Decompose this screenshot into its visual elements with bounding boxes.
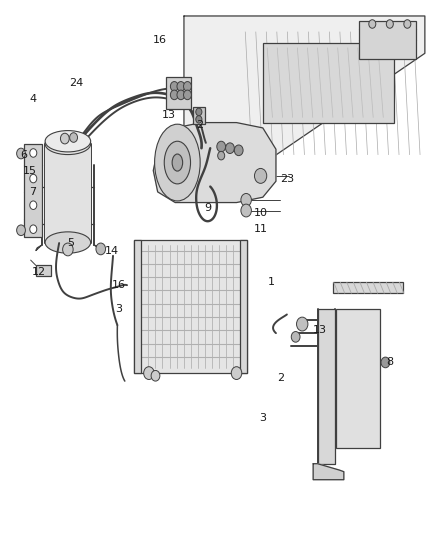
Circle shape (241, 193, 251, 206)
Bar (263, 43, 394, 123)
Circle shape (369, 20, 376, 28)
Text: 5: 5 (67, 238, 74, 247)
Circle shape (196, 108, 202, 116)
Ellipse shape (45, 133, 91, 155)
Bar (193, 107, 205, 124)
Text: 24: 24 (70, 78, 84, 87)
Circle shape (177, 82, 185, 91)
Circle shape (70, 133, 78, 142)
Circle shape (30, 225, 37, 233)
Text: 15: 15 (23, 166, 37, 175)
Text: 9: 9 (205, 203, 212, 213)
Ellipse shape (172, 154, 183, 171)
Circle shape (254, 168, 267, 183)
Circle shape (17, 225, 25, 236)
Circle shape (184, 90, 191, 100)
Circle shape (241, 204, 251, 217)
Circle shape (217, 141, 226, 152)
Polygon shape (184, 16, 425, 176)
Text: 10: 10 (254, 208, 268, 218)
Circle shape (17, 148, 25, 159)
Bar (45, 144, 91, 245)
Circle shape (386, 20, 393, 28)
Bar (336, 309, 380, 448)
Ellipse shape (164, 141, 191, 184)
Bar (240, 240, 247, 373)
Polygon shape (153, 123, 276, 203)
Text: 13: 13 (162, 110, 176, 119)
Text: 2: 2 (277, 374, 284, 383)
Text: 3: 3 (259, 414, 266, 423)
Bar (36, 265, 51, 276)
Text: 1: 1 (268, 278, 275, 287)
Circle shape (63, 243, 73, 256)
Circle shape (196, 116, 202, 123)
Circle shape (177, 90, 185, 100)
Circle shape (234, 145, 243, 156)
Circle shape (30, 174, 37, 183)
Circle shape (297, 317, 308, 331)
Text: 3: 3 (115, 304, 122, 314)
Bar (318, 309, 335, 464)
Bar (359, 21, 416, 59)
Circle shape (291, 332, 300, 342)
Circle shape (381, 357, 390, 368)
Text: 23: 23 (280, 174, 294, 183)
Text: 2: 2 (196, 120, 203, 130)
Bar (166, 77, 191, 109)
Text: 16: 16 (153, 35, 167, 45)
Circle shape (60, 133, 69, 144)
Bar (134, 240, 141, 373)
Circle shape (170, 90, 178, 100)
Text: 16: 16 (112, 280, 126, 290)
Text: 8: 8 (386, 358, 393, 367)
Text: 13: 13 (313, 326, 327, 335)
Circle shape (170, 82, 178, 91)
Bar (24, 144, 42, 237)
Circle shape (404, 20, 411, 28)
Text: 7: 7 (29, 187, 36, 197)
Text: 11: 11 (254, 224, 268, 234)
Ellipse shape (45, 131, 91, 152)
Text: 6: 6 (21, 150, 28, 159)
Polygon shape (313, 464, 344, 480)
Text: 4: 4 (29, 94, 36, 103)
Circle shape (231, 367, 242, 379)
Circle shape (30, 201, 37, 209)
Circle shape (226, 143, 234, 154)
Circle shape (151, 370, 160, 381)
Circle shape (144, 367, 154, 379)
Circle shape (30, 149, 37, 157)
Bar (333, 282, 403, 293)
Text: 14: 14 (105, 246, 119, 255)
Ellipse shape (45, 232, 91, 253)
Circle shape (96, 243, 106, 255)
Circle shape (218, 151, 225, 160)
Bar (134, 240, 247, 373)
Circle shape (184, 82, 191, 91)
Ellipse shape (155, 124, 200, 201)
Text: 12: 12 (32, 267, 46, 277)
